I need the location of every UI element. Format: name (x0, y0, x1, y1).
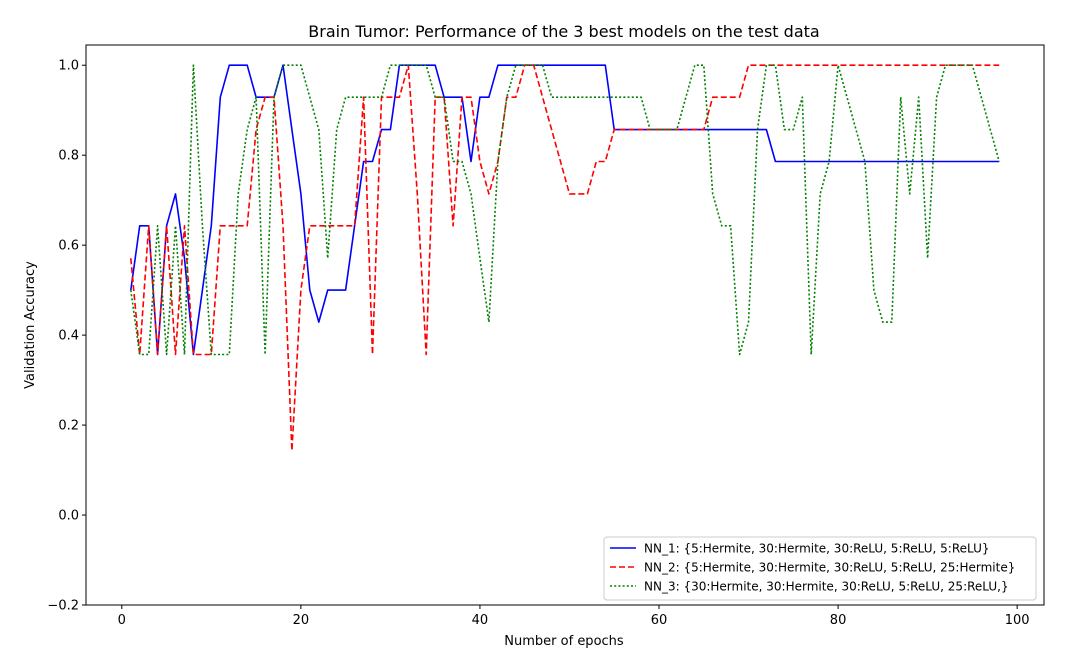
plot-lines (130, 64, 1000, 452)
plot-frame (85, 44, 1045, 606)
y-tick-label: 1.0 (58, 59, 79, 74)
y-tick-label: 0.0 (58, 509, 79, 524)
x-tick-label: 20 (293, 613, 310, 628)
y-tick-label: 0.8 (58, 149, 79, 164)
legend-label-nn1: NN_1: {5:Hermite, 30:Hermite, 30:ReLU, 5… (644, 542, 990, 556)
x-tick-label: 80 (830, 613, 847, 628)
y-tick-label: 0.2 (58, 419, 79, 434)
x-tick-label: 100 (1005, 613, 1030, 628)
y-tick-label: 0.6 (58, 239, 79, 254)
legend-label-nn3: NN_3: {30:Hermite, 30:Hermite, 30:ReLU, … (644, 580, 1009, 594)
x-axis: 0 20 40 60 80 100 (118, 605, 1030, 628)
series-line-nn3 (130, 64, 1000, 356)
series-line-nn2 (130, 64, 1000, 452)
y-axis-label: Validation Accuracy (23, 261, 38, 389)
x-tick-label: 60 (651, 613, 668, 628)
y-axis: −0.2 0.0 0.2 0.4 0.6 0.8 1.0 (47, 59, 86, 614)
y-tick-label: −0.2 (47, 599, 79, 614)
legend-label-nn2: NN_2: {5:Hermite, 30:Hermite, 30:ReLU, 5… (644, 561, 1015, 575)
legend-box (603, 536, 1037, 601)
x-tick-label: 0 (118, 613, 126, 628)
chart-title: Brain Tumor: Performance of the 3 best m… (308, 22, 819, 41)
x-axis-label: Number of epochs (504, 634, 624, 649)
x-tick-label: 40 (472, 613, 489, 628)
legend: NN_1: {5:Hermite, 30:Hermite, 30:ReLU, 5… (603, 536, 1037, 601)
y-tick-label: 0.4 (58, 329, 79, 344)
